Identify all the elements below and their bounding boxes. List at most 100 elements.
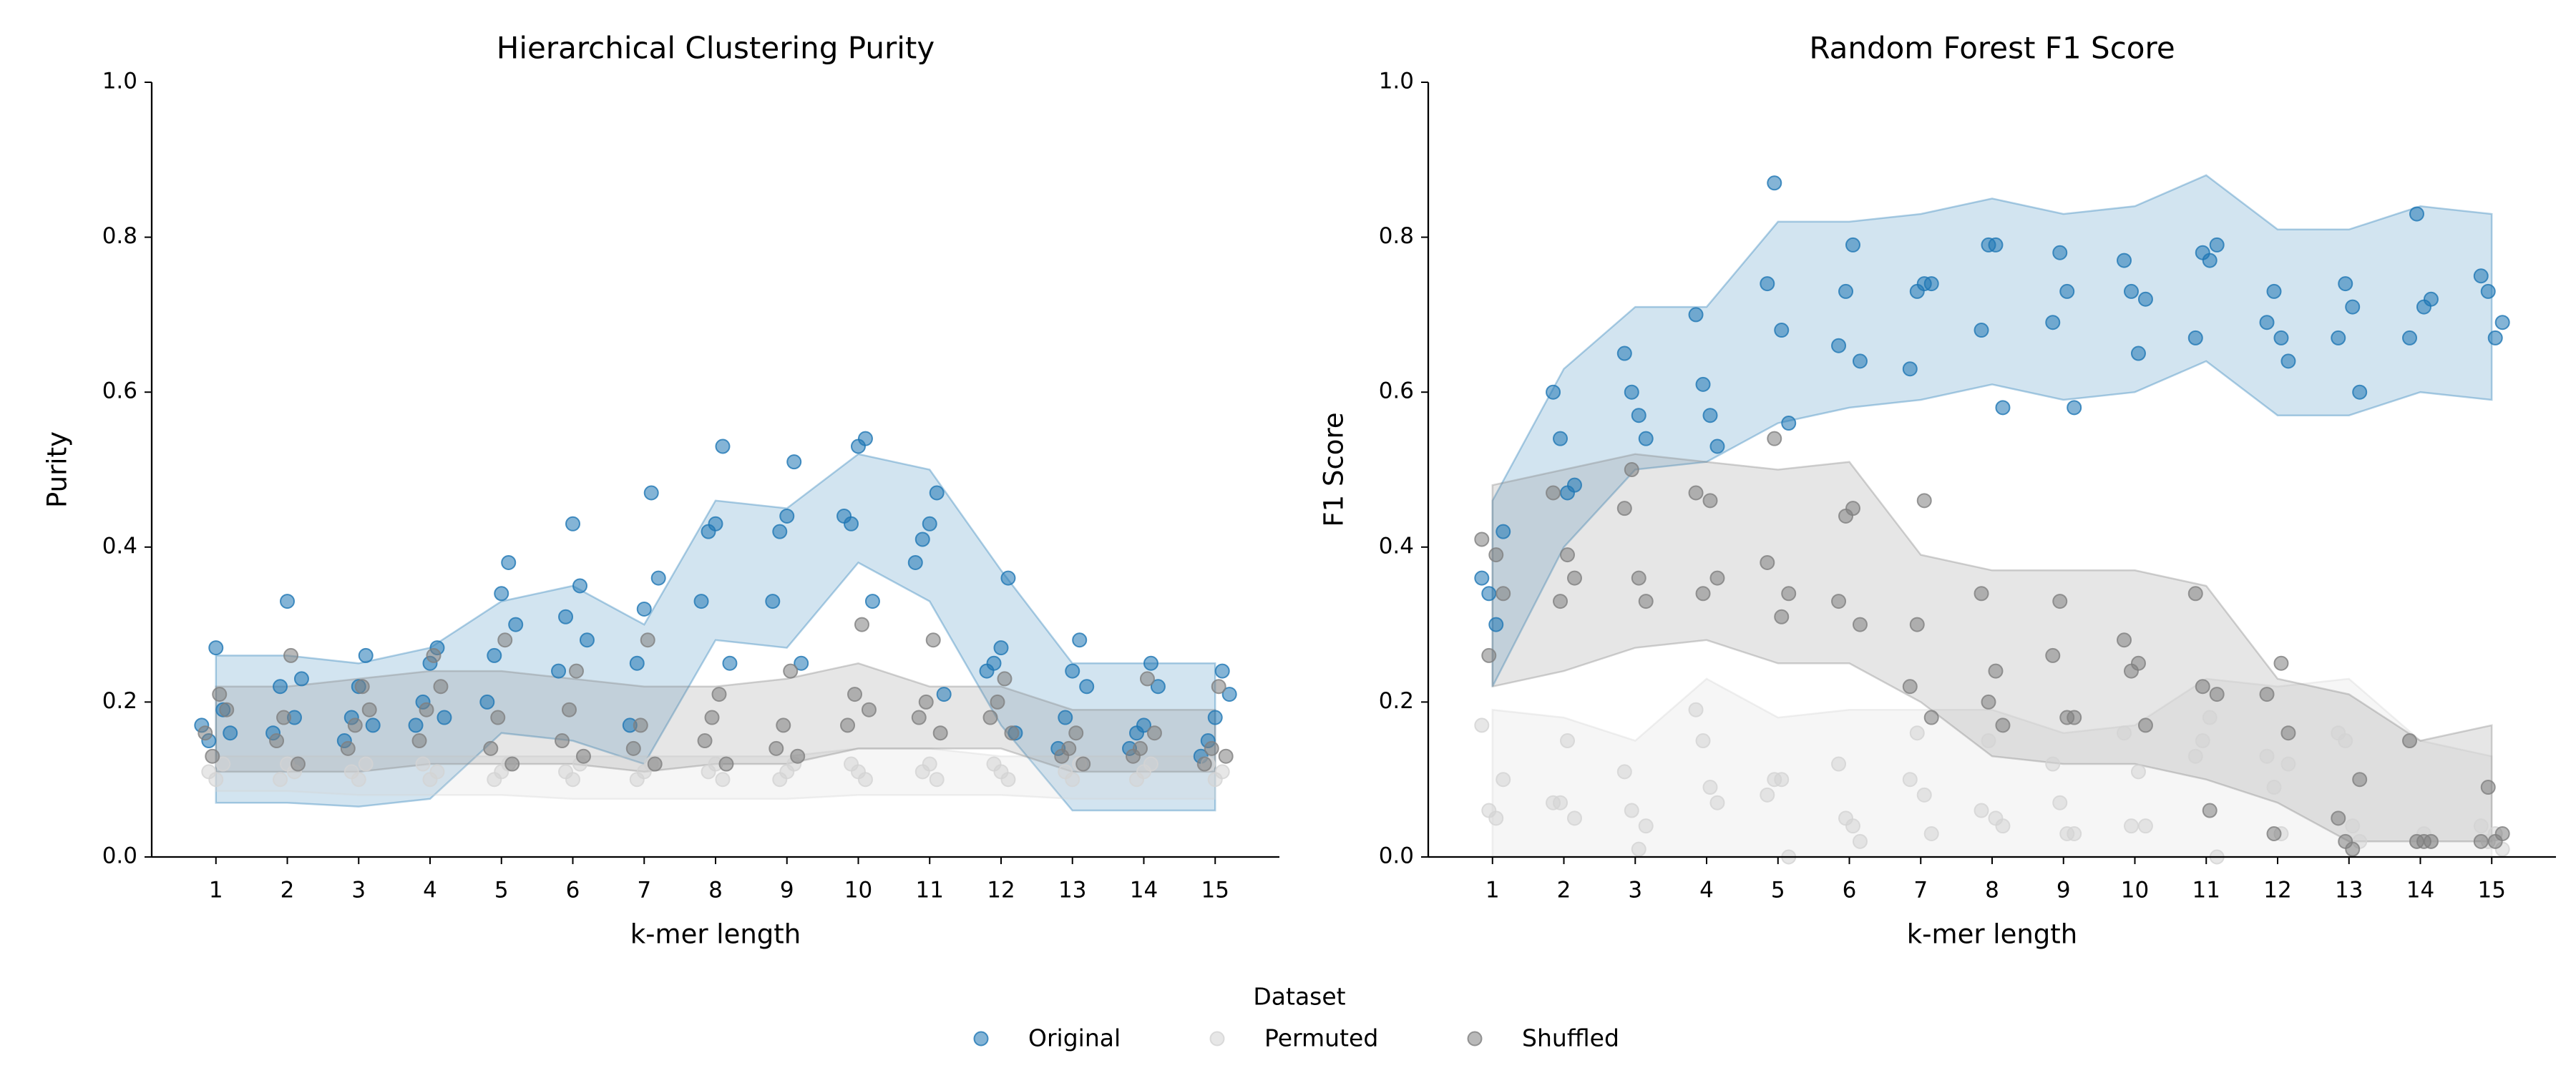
x-axis-label: k-mer length bbox=[1907, 919, 2078, 950]
x-tick-label: 15 bbox=[1201, 878, 1229, 903]
data-point bbox=[1560, 733, 1576, 749]
data-point bbox=[1553, 795, 1568, 810]
data-point bbox=[1760, 276, 1775, 292]
data-point bbox=[1638, 431, 1654, 446]
data-point bbox=[2409, 206, 2424, 222]
data-point bbox=[1196, 756, 1212, 772]
data-point bbox=[2137, 818, 2153, 834]
plot: 0.00.20.40.60.81.01 2 3 4 5 6 7 8 9 10 11 12 13 14 15H… bbox=[42, 31, 1279, 950]
data-point bbox=[1214, 663, 1230, 679]
data-point bbox=[1061, 740, 1077, 756]
x-tick-label: 5 bbox=[494, 878, 509, 903]
data-point bbox=[708, 516, 723, 531]
data-point bbox=[1488, 547, 1504, 563]
x-tick-label: 2 bbox=[1557, 878, 1571, 903]
data-point bbox=[1695, 733, 1711, 749]
data-point bbox=[419, 702, 434, 717]
legend: Dataset Original Permuted Shuffled bbox=[973, 983, 1619, 1052]
data-point bbox=[861, 702, 877, 717]
data-point bbox=[415, 756, 431, 772]
y-tick-label: 0.8 bbox=[1379, 223, 1414, 249]
data-point bbox=[918, 694, 934, 710]
data-point bbox=[1474, 717, 1490, 733]
x-tick-label: 6 bbox=[566, 878, 580, 903]
data-point bbox=[772, 524, 788, 539]
data-point bbox=[562, 702, 577, 717]
data-point bbox=[932, 725, 948, 741]
data-point bbox=[1981, 694, 1996, 710]
data-point bbox=[1974, 586, 1989, 602]
data-point bbox=[2045, 315, 2061, 330]
data-point bbox=[572, 578, 587, 594]
data-point bbox=[1638, 594, 1654, 609]
data-point bbox=[2259, 748, 2275, 764]
legend-marker bbox=[1467, 1031, 1483, 1047]
data-point bbox=[1995, 400, 2011, 416]
data-point bbox=[1974, 323, 1989, 338]
data-point bbox=[1065, 772, 1080, 788]
data-point bbox=[280, 594, 296, 609]
data-point bbox=[854, 617, 869, 632]
data-point bbox=[922, 756, 937, 772]
data-point bbox=[1774, 609, 1790, 624]
y-tick-label: 0.4 bbox=[102, 533, 137, 559]
data-point bbox=[2402, 733, 2418, 749]
data-point bbox=[1221, 687, 1237, 702]
data-point bbox=[361, 702, 377, 717]
data-point bbox=[1831, 594, 1847, 609]
data-point bbox=[2052, 795, 2068, 810]
data-point bbox=[575, 748, 591, 764]
data-point bbox=[490, 710, 506, 725]
data-point bbox=[429, 764, 445, 780]
data-point bbox=[629, 655, 645, 671]
data-point bbox=[1702, 780, 1718, 795]
x-axis-label: k-mer length bbox=[630, 919, 801, 950]
data-point bbox=[212, 687, 228, 702]
data-point bbox=[647, 756, 663, 772]
data-point bbox=[2473, 268, 2489, 284]
data-point bbox=[283, 647, 299, 663]
data-point bbox=[1624, 803, 1639, 818]
data-point bbox=[436, 710, 452, 725]
data-point bbox=[1000, 570, 1016, 586]
data-point bbox=[2137, 717, 2153, 733]
data-point bbox=[215, 756, 231, 772]
data-point bbox=[2280, 725, 2296, 741]
x-tick-label: 10 bbox=[844, 878, 872, 903]
x-tick-label: 12 bbox=[987, 878, 1015, 903]
legend-label: Shuffled bbox=[1522, 1024, 1619, 1052]
data-point bbox=[633, 717, 648, 733]
data-point bbox=[2059, 283, 2075, 299]
data-point bbox=[643, 485, 659, 501]
data-point bbox=[779, 508, 795, 524]
data-point bbox=[2117, 725, 2132, 741]
data-point bbox=[2067, 826, 2082, 842]
data-point bbox=[2052, 594, 2068, 609]
data-point bbox=[223, 725, 238, 741]
data-point bbox=[1496, 586, 1511, 602]
data-point bbox=[273, 772, 288, 788]
data-point bbox=[1204, 740, 1219, 756]
y-tick-label: 0.0 bbox=[102, 843, 137, 869]
data-point bbox=[290, 756, 306, 772]
data-point bbox=[1496, 524, 1511, 539]
data-point bbox=[2480, 780, 2496, 795]
data-point bbox=[2338, 276, 2353, 292]
data-point bbox=[273, 679, 288, 695]
data-point bbox=[929, 772, 945, 788]
data-point bbox=[1988, 663, 2004, 679]
confidence-band bbox=[1491, 174, 2493, 687]
data-point bbox=[1631, 841, 1646, 857]
data-point bbox=[497, 632, 513, 648]
data-point bbox=[1207, 710, 1223, 725]
data-point bbox=[925, 632, 941, 648]
data-point bbox=[494, 586, 509, 602]
data-point bbox=[508, 617, 524, 632]
data-point bbox=[2352, 384, 2368, 400]
data-point bbox=[1845, 818, 1860, 834]
data-point bbox=[483, 740, 499, 756]
data-point bbox=[2202, 710, 2218, 725]
data-point bbox=[2045, 756, 2061, 772]
data-point bbox=[1474, 570, 1490, 586]
data-point bbox=[551, 663, 567, 679]
